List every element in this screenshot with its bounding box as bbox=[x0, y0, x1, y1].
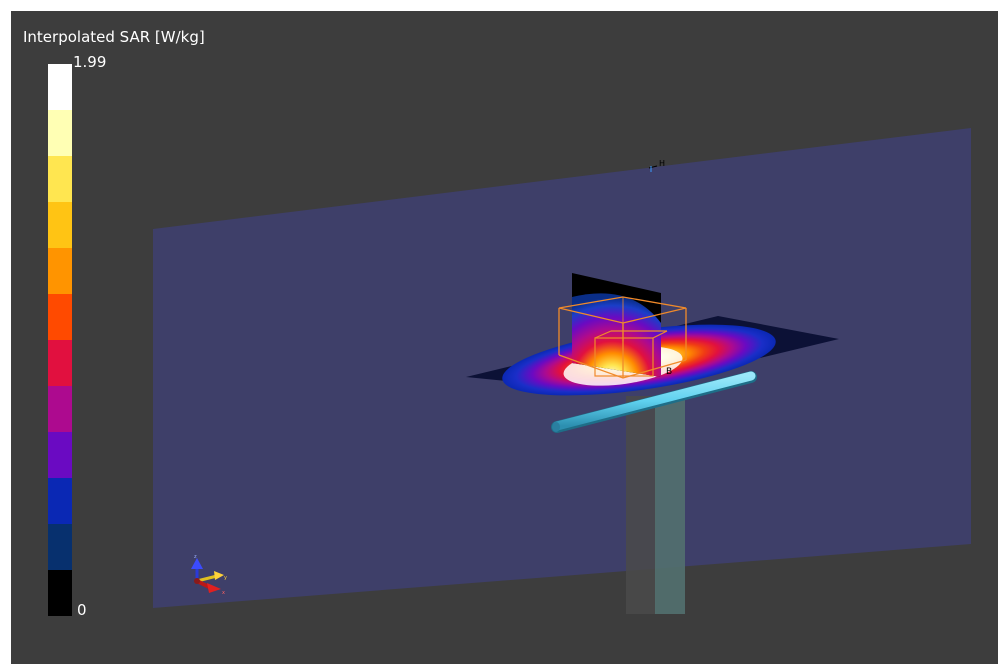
legend-title: Interpolated SAR [W/kg] bbox=[23, 28, 205, 46]
legend-color-segment bbox=[48, 570, 72, 616]
legend-max-value: 1.99 bbox=[73, 53, 107, 71]
svg-text:z: z bbox=[194, 554, 197, 560]
legend-color-segment bbox=[48, 524, 72, 570]
color-scale-bar bbox=[48, 64, 72, 616]
legend-min-value: 0 bbox=[77, 601, 87, 619]
legend-color-segment bbox=[48, 110, 72, 156]
probe-marker-label: H bbox=[659, 159, 665, 168]
cube-marker-label: B bbox=[666, 367, 672, 377]
3d-viewport[interactable]: Interpolated SAR [W/kg] 1.99 0 bbox=[11, 11, 998, 664]
inner-cube bbox=[594, 330, 668, 377]
legend-color-segment bbox=[48, 478, 72, 524]
probe-marker-icon: H bbox=[648, 159, 665, 172]
measurement-cube bbox=[558, 296, 687, 379]
legend-color-segment bbox=[48, 294, 72, 340]
svg-text:x: x bbox=[222, 590, 225, 596]
pillar-left bbox=[626, 396, 656, 614]
scene-canvas[interactable]: B H z y x bbox=[11, 11, 998, 664]
axis-triad-icon[interactable]: z y x bbox=[191, 554, 227, 596]
legend-color-segment bbox=[48, 432, 72, 478]
antenna-rod[interactable] bbox=[551, 371, 757, 433]
pillar-right bbox=[655, 396, 685, 614]
vertical-sar-slice bbox=[572, 273, 661, 377]
legend-color-segment bbox=[48, 156, 72, 202]
legend-color-segment bbox=[48, 340, 72, 386]
legend-color-segment bbox=[48, 248, 72, 294]
legend-color-segment bbox=[48, 64, 72, 110]
legend-color-segment bbox=[48, 386, 72, 432]
legend-color-segment bbox=[48, 202, 72, 248]
svg-text:y: y bbox=[224, 575, 227, 581]
